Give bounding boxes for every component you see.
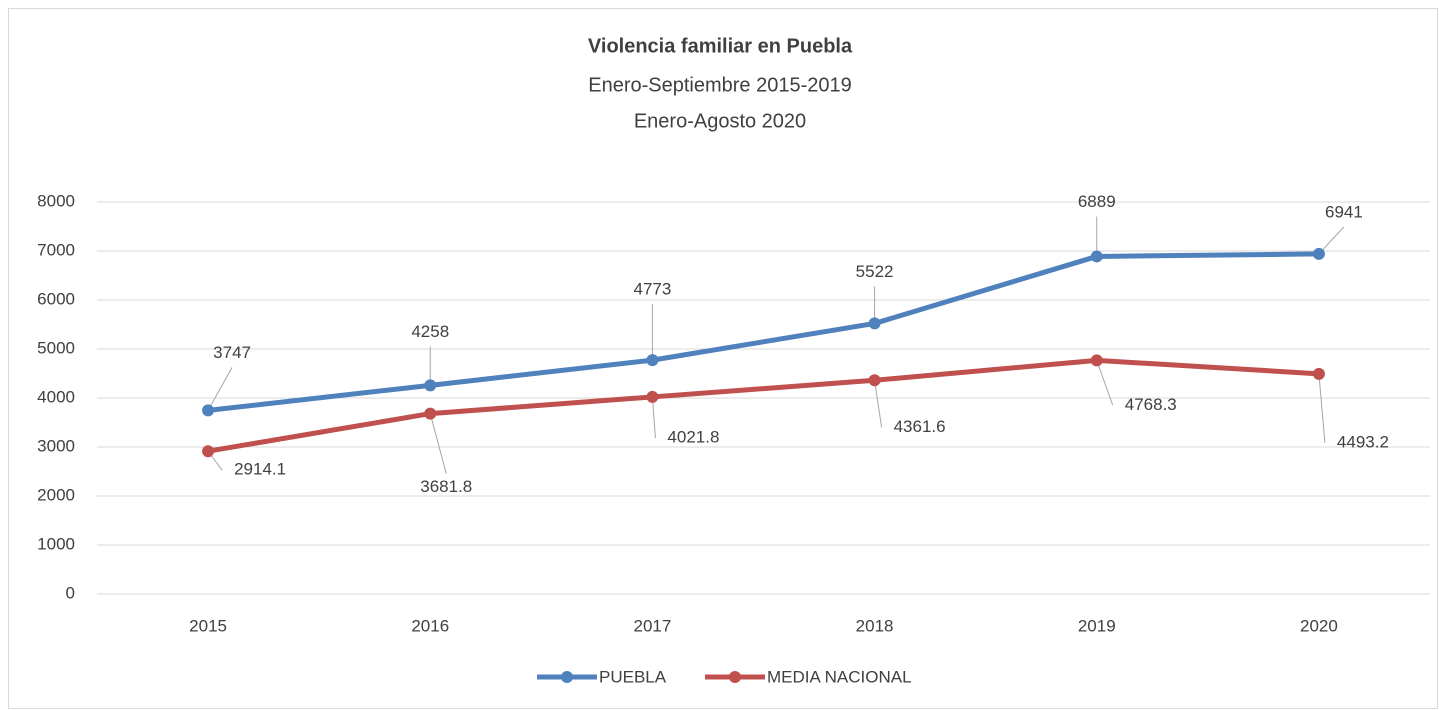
data-label: 4258 (411, 322, 449, 341)
data-point (1312, 367, 1325, 380)
chart-subtitle: Enero-Agosto 2020 (634, 110, 806, 132)
x-tick-label: 2017 (634, 616, 672, 635)
leader-line (874, 380, 883, 428)
leader-line (1318, 373, 1326, 443)
data-label: 4021.8 (667, 427, 719, 446)
x-tick-label: 2018 (856, 616, 894, 635)
data-label: 5522 (856, 262, 894, 281)
legend-marker (729, 671, 741, 683)
y-tick-label: 7000 (37, 240, 75, 259)
y-tick-label: 3000 (37, 436, 75, 455)
legend-label: PUEBLA (599, 667, 667, 686)
data-point (868, 317, 881, 330)
x-tick-label: 2015 (189, 616, 227, 635)
series-line (207, 251, 1319, 413)
data-label: 4493.2 (1337, 432, 1389, 451)
legend-marker (561, 671, 573, 683)
x-tick-label: 2020 (1300, 616, 1338, 635)
data-point (202, 445, 215, 458)
data-point (1090, 354, 1103, 367)
data-label: 3681.8 (420, 477, 472, 496)
leader-line (1318, 226, 1345, 255)
data-point (424, 407, 437, 420)
leader-line (1096, 360, 1114, 406)
data-point (1090, 250, 1103, 263)
chart-border (8, 8, 1438, 709)
data-point (424, 379, 437, 392)
y-tick-label: 6000 (37, 289, 75, 308)
x-tick-label: 2016 (411, 616, 449, 635)
leader-line (207, 367, 233, 411)
x-tick-label: 2019 (1078, 616, 1116, 635)
y-tick-label: 4000 (37, 387, 75, 406)
data-label: 2914.1 (234, 460, 286, 479)
data-label: 4768.3 (1125, 395, 1177, 414)
legend-label: MEDIA NACIONAL (767, 667, 912, 686)
data-point (202, 404, 215, 417)
data-point (646, 390, 659, 403)
chart-subtitle: Enero-Septiembre 2015-2019 (588, 74, 852, 96)
series-line (207, 357, 1320, 454)
data-label: 4773 (634, 280, 672, 299)
y-tick-label: 8000 (37, 191, 75, 210)
data-point (1312, 247, 1325, 260)
data-label: 6941 (1325, 202, 1363, 221)
chart-title: Violencia familiar en Puebla (588, 35, 853, 57)
y-tick-label: 1000 (37, 534, 75, 553)
data-point (646, 354, 659, 367)
leader-line (429, 413, 447, 474)
data-label: 3747 (213, 343, 251, 362)
data-label: 6889 (1078, 192, 1116, 211)
data-label: 4361.6 (894, 417, 946, 436)
y-tick-label: 0 (66, 583, 75, 602)
data-point (868, 374, 881, 387)
y-tick-label: 5000 (37, 338, 75, 357)
leader-line (651, 396, 656, 438)
y-tick-label: 2000 (37, 485, 75, 504)
